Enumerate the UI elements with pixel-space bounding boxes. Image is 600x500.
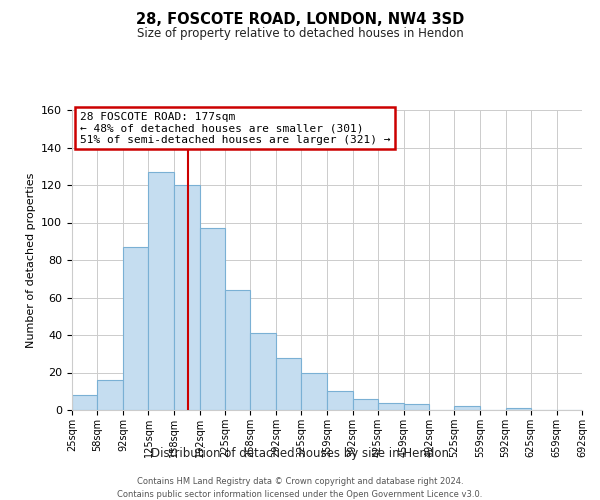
Bar [404, 404, 429, 410]
Bar [328, 391, 353, 410]
Text: Contains HM Land Registry data © Crown copyright and database right 2024.: Contains HM Land Registry data © Crown c… [137, 478, 463, 486]
Text: Contains public sector information licensed under the Open Government Licence v3: Contains public sector information licen… [118, 490, 482, 499]
Bar [454, 406, 481, 410]
Bar [301, 372, 328, 410]
Bar [353, 399, 378, 410]
Bar [225, 290, 250, 410]
Y-axis label: Number of detached properties: Number of detached properties [26, 172, 35, 348]
Bar [97, 380, 123, 410]
Text: Distribution of detached houses by size in Hendon: Distribution of detached houses by size … [151, 448, 449, 460]
Text: 28, FOSCOTE ROAD, LONDON, NW4 3SD: 28, FOSCOTE ROAD, LONDON, NW4 3SD [136, 12, 464, 28]
Bar [276, 358, 301, 410]
Bar [72, 395, 97, 410]
Bar [173, 185, 200, 410]
Bar [506, 408, 531, 410]
Bar [250, 333, 276, 410]
Text: 28 FOSCOTE ROAD: 177sqm
← 48% of detached houses are smaller (301)
51% of semi-d: 28 FOSCOTE ROAD: 177sqm ← 48% of detache… [80, 112, 390, 144]
Bar [123, 247, 148, 410]
Bar [148, 172, 173, 410]
Text: Size of property relative to detached houses in Hendon: Size of property relative to detached ho… [137, 28, 463, 40]
Bar [200, 228, 225, 410]
Bar [378, 402, 404, 410]
